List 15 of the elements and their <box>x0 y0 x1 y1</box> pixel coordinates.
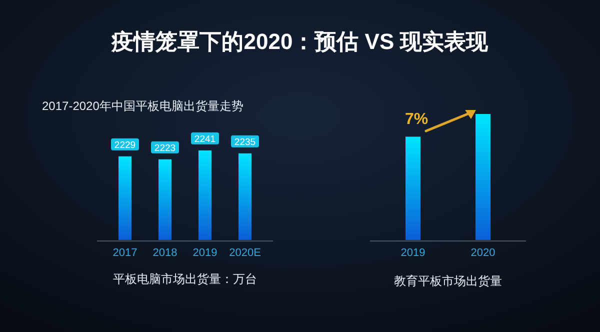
chart-title: 疫情笼罩下的2020：预估 VS 现实表现 <box>110 29 490 54</box>
chart-subtitle: 2017-2020年中国平板电脑出货量走势 <box>42 99 244 113</box>
data-label: 2235 <box>234 136 256 148</box>
data-label: 2223 <box>154 142 176 154</box>
x-tick-label: 2020 <box>470 247 496 259</box>
x-tick-label: 2020E <box>229 247 261 259</box>
data-label: 2229 <box>114 140 136 151</box>
x-tick-label: 2017 <box>112 247 138 259</box>
x-axis-title: 教育平板市场出货量 <box>394 274 502 288</box>
data-label: 2241 <box>194 134 216 145</box>
x-axis-title: 平板电脑市场出货量：万台 <box>113 272 257 286</box>
x-tick-label: 2019 <box>192 247 218 259</box>
annotation: 7% <box>405 111 428 128</box>
x-tick-label: 2018 <box>152 247 178 259</box>
x-tick-label: 2019 <box>400 247 426 259</box>
